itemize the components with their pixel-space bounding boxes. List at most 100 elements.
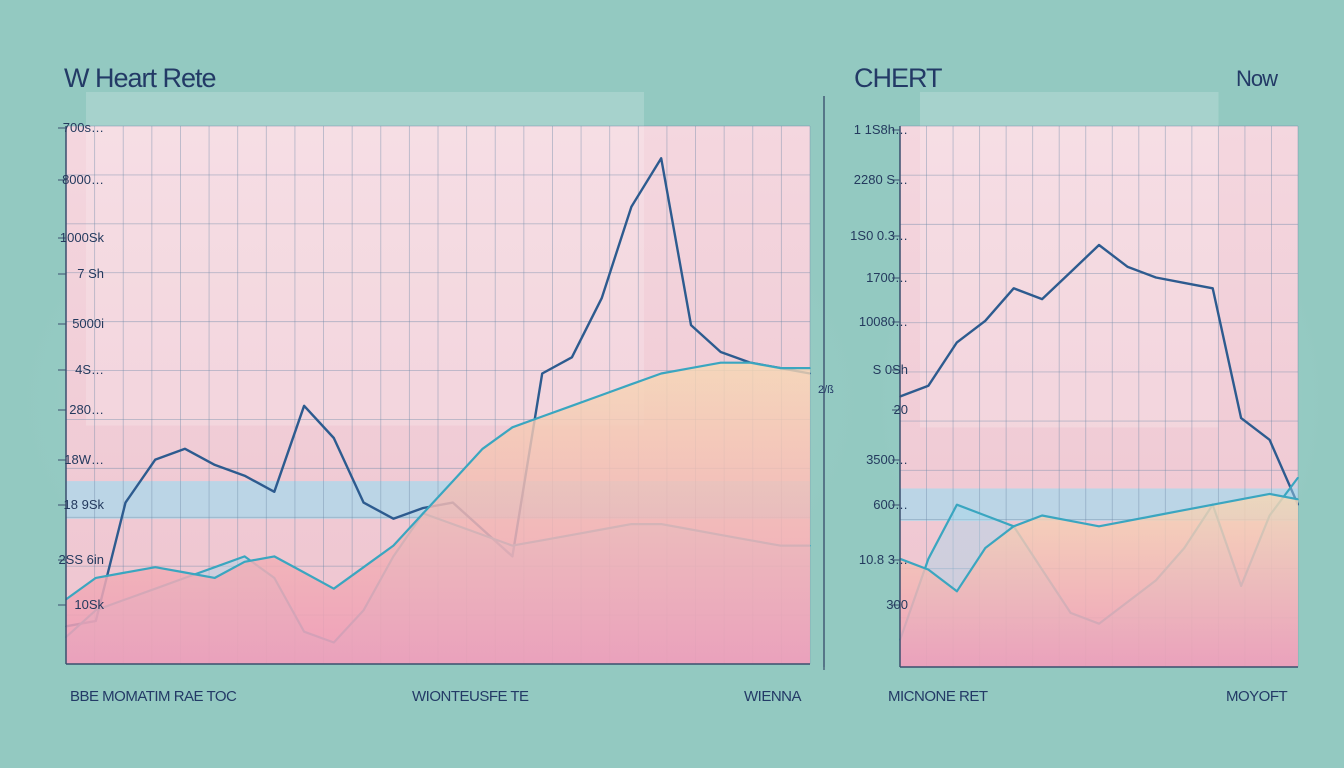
series-point: [630, 205, 633, 208]
series-point: [273, 555, 276, 558]
series-point: [94, 577, 97, 579]
series-point: [956, 341, 958, 344]
y-tick-label: 600…: [873, 497, 908, 512]
y-tick-label: 4S…: [75, 362, 104, 377]
series-point: [630, 383, 633, 386]
veil-overlay: [920, 92, 1219, 428]
series-point: [719, 351, 722, 353]
series-point: [1069, 271, 1072, 273]
left-chart-panel: W Heart Rete 700s… 8000… 1000Sk 7 Sh 5000i 4S…: [58, 63, 834, 705]
y-tick-label: 10.8 3…: [858, 552, 908, 567]
series-point: [333, 437, 335, 439]
series-point: [1211, 503, 1214, 506]
series-point: [422, 507, 424, 509]
x-axis-label: WIENNA: [744, 688, 802, 705]
y-tick-label: 3500…: [866, 452, 908, 467]
series-point: [1012, 525, 1015, 528]
series-point: [1041, 514, 1043, 517]
veil-overlay: [86, 92, 644, 426]
series-point: [214, 464, 216, 466]
y-tick-label: 2SS 6in: [58, 552, 104, 567]
series-point: [362, 566, 365, 568]
series-point: [1183, 509, 1186, 511]
series-point: [243, 560, 246, 563]
series-point: [1098, 525, 1100, 528]
y-tick-label: 300: [886, 597, 908, 612]
series-point: [809, 367, 811, 369]
series-point: [214, 577, 216, 579]
right-chart-title: CHERT: [854, 63, 943, 93]
y-tick-label: 2280 S…: [853, 172, 908, 187]
left-chart-svg: [58, 92, 825, 670]
series-point: [452, 480, 454, 482]
series-point: [984, 547, 987, 549]
series-point: [779, 367, 782, 369]
y-tick-label: S 0Sh: [872, 362, 908, 377]
x-axis-label: MOYOFT: [1226, 688, 1288, 705]
y-tick-label: 10080…: [858, 314, 908, 329]
y-tick-label: 1 1S8h…: [853, 122, 908, 137]
series-point: [541, 415, 543, 418]
series-point: [984, 319, 987, 322]
series-point: [749, 361, 752, 364]
y-tick-label: 20: [893, 402, 908, 417]
series-point: [154, 458, 157, 461]
series-point: [1155, 276, 1157, 279]
y-tick-label: 5000i: [72, 316, 104, 331]
series-point: [690, 367, 692, 369]
series-point: [273, 491, 276, 493]
series-point: [184, 448, 186, 450]
series-line: [65, 361, 810, 601]
series-point: [927, 558, 930, 560]
series-point: [690, 324, 692, 326]
series-point: [1240, 498, 1242, 501]
y-tick-label: 280…: [69, 402, 104, 417]
left-side-mark: 2/ß: [818, 384, 834, 396]
right-chart-panel: CHERT Now 1 1S8h… 2280 S… 1S0 0.3… 1700… 100…: [823, 0, 1344, 720]
right-corner-label: Now: [1236, 66, 1278, 91]
series-point: [1098, 244, 1100, 246]
series-point: [571, 404, 573, 407]
series-point: [333, 587, 335, 590]
y-tick-label: 1S0 0.3…: [850, 228, 908, 243]
series-point: [303, 571, 305, 574]
x-axis-label: BBE MOMATIM RAE TOC: [70, 688, 237, 705]
series-point: [927, 568, 930, 571]
series-point: [600, 297, 603, 299]
series-point: [422, 512, 424, 515]
series-point: [511, 426, 514, 429]
y-tick-label: 7 Sh: [77, 266, 104, 281]
series-point: [303, 404, 305, 407]
series-point: [124, 571, 127, 574]
series-point: [392, 517, 395, 520]
series-point: [1268, 493, 1271, 495]
series-point: [481, 448, 484, 450]
series-area: [66, 362, 810, 664]
series-point: [1069, 520, 1072, 522]
series-point: [214, 566, 216, 568]
y-tick-label: 700s…: [62, 120, 104, 135]
y-tick-label: 18W…: [64, 452, 104, 467]
series-point: [243, 555, 246, 558]
left-chart-title: W Heart Rete: [64, 63, 217, 93]
series-point: [1041, 298, 1043, 300]
series-point: [1012, 287, 1015, 290]
series-point: [1126, 265, 1129, 268]
series-point: [600, 394, 603, 396]
series-point: [956, 590, 958, 593]
series-point: [1211, 287, 1214, 290]
series-point: [660, 372, 662, 375]
series-point: [956, 503, 958, 506]
series-point: [571, 356, 573, 359]
x-axis-label: WIONTEUSFE TE: [412, 688, 529, 705]
series-point: [124, 501, 127, 504]
x-axis-label: MICNONE RET: [888, 688, 988, 705]
right-chart-svg: [823, 92, 1300, 668]
series-point: [243, 474, 246, 477]
series-point: [1126, 520, 1129, 522]
series-point: [154, 566, 157, 568]
y-tick-label: 8000…: [62, 172, 104, 187]
series-point: [1297, 476, 1299, 479]
series-point: [541, 372, 543, 375]
series-point: [392, 544, 395, 547]
